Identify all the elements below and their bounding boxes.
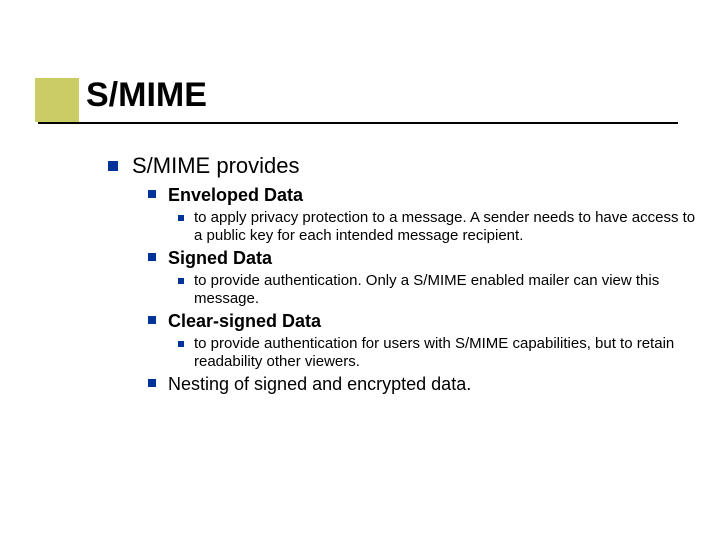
l2-heading: Signed Data	[168, 247, 272, 269]
l2-item: Enveloped Data to apply privacy protecti…	[148, 184, 698, 245]
l3-text: to apply privacy protection to a message…	[194, 209, 698, 245]
l1-text: S/MIME provides	[132, 152, 300, 180]
l2-heading: Clear-signed Data	[168, 310, 321, 332]
bullet-icon	[148, 379, 156, 387]
l3-text: to provide authentication. Only a S/MIME…	[194, 272, 698, 308]
slide-content: S/MIME provides Enveloped Data to apply …	[108, 152, 698, 401]
l2-item: Clear-signed Data to provide authenticat…	[148, 310, 698, 371]
bullet-icon	[148, 316, 156, 324]
l3-item: to apply privacy protection to a message…	[178, 209, 698, 245]
l3-list: to provide authentication. Only a S/MIME…	[178, 272, 698, 308]
l3-list: to apply privacy protection to a message…	[178, 209, 698, 245]
title-accent-box	[35, 78, 79, 122]
l1-item: S/MIME provides Enveloped Data to apply …	[108, 152, 698, 395]
l3-text: to provide authentication for users with…	[194, 335, 698, 371]
l3-list: to provide authentication for users with…	[178, 335, 698, 371]
slide-title: S/MIME	[86, 76, 207, 115]
l2-item: Signed Data to provide authentication. O…	[148, 247, 698, 308]
l2-item: Nesting of signed and encrypted data.	[148, 373, 698, 395]
bullet-icon	[148, 253, 156, 261]
bullet-icon	[148, 190, 156, 198]
l2-list: Enveloped Data to apply privacy protecti…	[148, 184, 698, 395]
l3-item: to provide authentication. Only a S/MIME…	[178, 272, 698, 308]
l3-item: to provide authentication for users with…	[178, 335, 698, 371]
l2-heading: Nesting of signed and encrypted data.	[168, 373, 471, 395]
title-underline	[38, 122, 678, 124]
l2-heading: Enveloped Data	[168, 184, 303, 206]
bullet-icon	[178, 215, 184, 221]
bullet-icon	[108, 161, 118, 171]
bullet-icon	[178, 341, 184, 347]
bullet-icon	[178, 278, 184, 284]
